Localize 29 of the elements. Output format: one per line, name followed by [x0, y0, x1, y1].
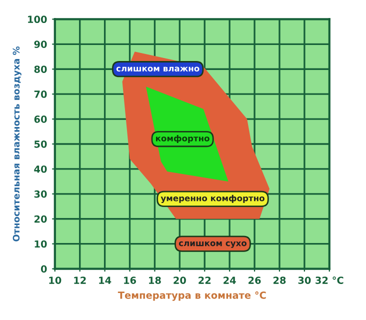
annotation: комфортно: [156, 134, 210, 144]
x-tick-label: 26: [248, 276, 261, 284]
y-tick-label: 0: [40, 265, 47, 273]
x-tick-label: 20: [174, 276, 186, 284]
annotation: умеренно комфортно: [160, 194, 264, 203]
y-tick-label: 20: [34, 215, 47, 223]
x-tick-label: 14: [99, 276, 112, 284]
x-tick-label: 24: [224, 276, 236, 284]
y-tick-label: 70: [34, 90, 47, 98]
x-tick-label: 18: [149, 276, 161, 284]
y-tick-label: 60: [34, 116, 47, 123]
annotation: слишком влажно: [116, 66, 200, 72]
y-tick-label: 80: [34, 66, 47, 73]
y-tick-label: 90: [34, 40, 47, 48]
x-axis-title: Температура в комнате °C: [118, 291, 266, 301]
x-tick-label: 32 °C: [316, 276, 344, 284]
y-tick-label: 40: [34, 165, 47, 173]
x-tick-label: 16: [124, 276, 136, 284]
x-tick-label: 30: [298, 276, 311, 284]
x-tick-label: 28: [273, 276, 286, 284]
x-tick-label: 12: [74, 276, 86, 284]
y-axis-title: Относительная влажность воздуха %: [12, 46, 22, 242]
x-tick-label: 22: [198, 276, 211, 284]
y-tick-label: 50: [34, 140, 47, 148]
y-tick-label: 10: [34, 240, 47, 248]
y-tick-label: 100: [28, 16, 47, 24]
y-tick-label: 30: [34, 190, 47, 198]
annotation: слишком сухо: [178, 241, 247, 248]
x-tick-label: 10: [49, 276, 62, 284]
